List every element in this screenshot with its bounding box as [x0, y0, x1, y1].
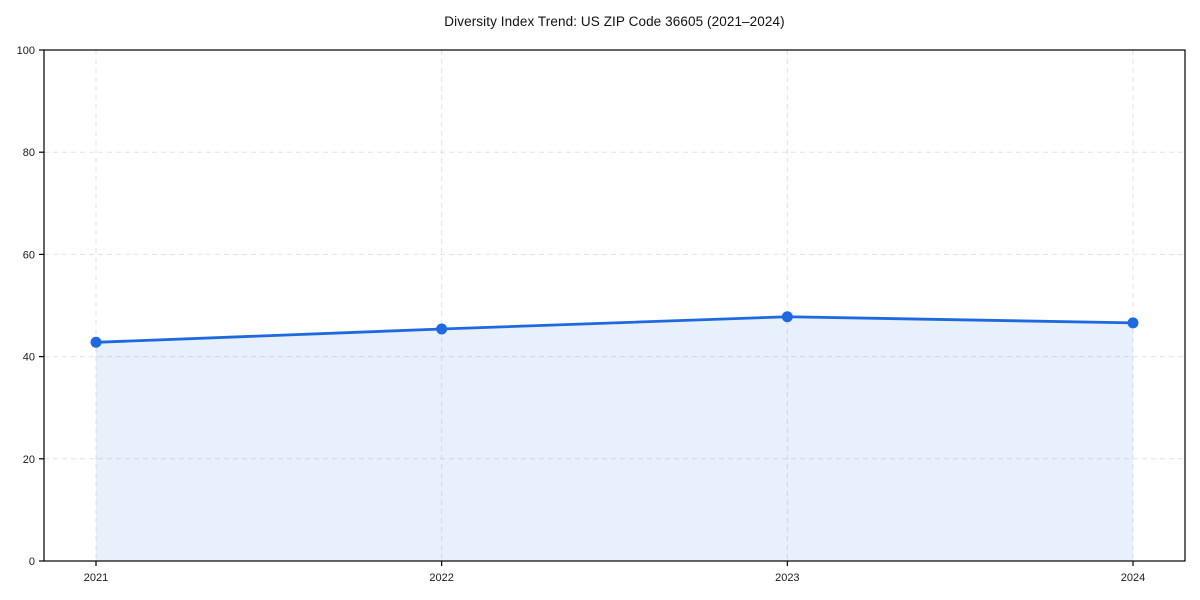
data-point-2023	[781, 311, 793, 323]
chart-title: Diversity Index Trend: US ZIP Code 36605…	[444, 14, 785, 29]
x-tick-label: 2021	[84, 572, 108, 584]
area-fill	[96, 316, 1133, 561]
plot-frame	[43, 49, 1186, 562]
y-tick-label: 60	[23, 249, 35, 261]
x-tick-label: 2022	[429, 572, 453, 584]
y-tick-label: 20	[23, 454, 35, 466]
y-tick-label: 40	[23, 352, 35, 364]
x-tick-label: 2024	[1121, 572, 1145, 584]
y-tick-label: 80	[23, 147, 35, 159]
data-point-2021	[90, 336, 102, 348]
y-tick-label: 0	[29, 556, 35, 568]
data-point-2024	[1127, 317, 1139, 329]
trend-line	[94, 315, 1135, 344]
y-tick-label: 100	[17, 45, 35, 57]
data-point-2022	[436, 323, 448, 335]
x-tick-label: 2023	[775, 572, 799, 584]
